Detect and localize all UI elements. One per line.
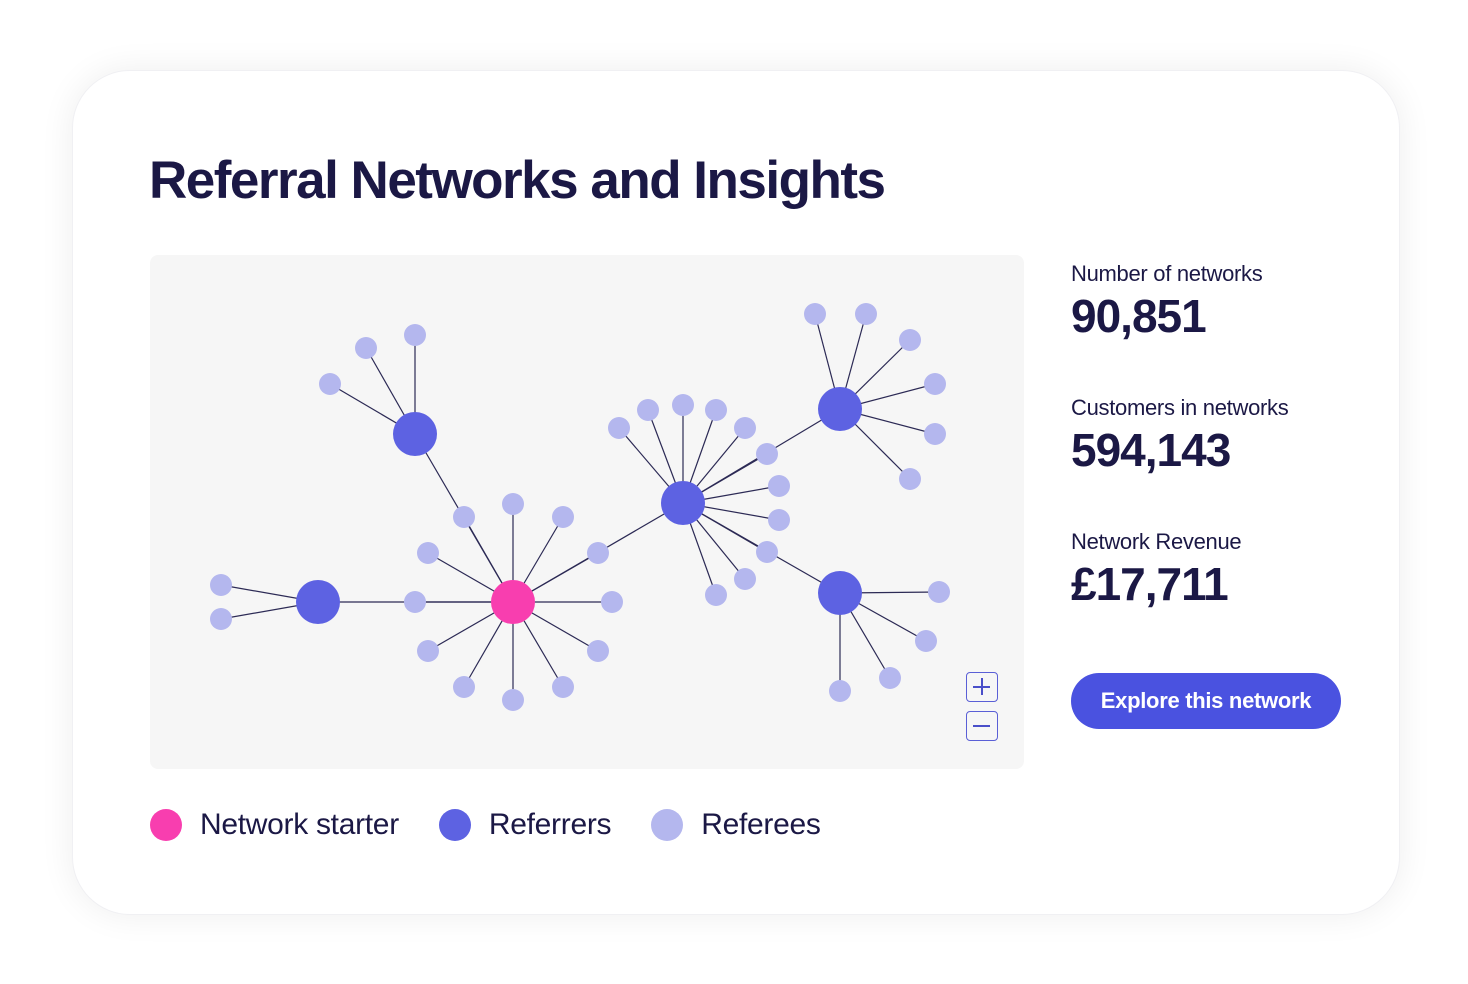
legend-label: Referrers bbox=[488, 808, 612, 841]
page-title: Referral Networks and Insights bbox=[149, 151, 886, 210]
zoom-in-button[interactable] bbox=[966, 672, 998, 702]
network-starter-node[interactable] bbox=[491, 580, 535, 624]
referee-node[interactable] bbox=[417, 640, 439, 662]
referee-node[interactable] bbox=[552, 676, 574, 698]
referrer-node[interactable] bbox=[818, 571, 862, 615]
network-graph bbox=[210, 303, 950, 711]
referee-node[interactable] bbox=[705, 399, 727, 421]
referrer-node[interactable] bbox=[393, 412, 437, 456]
stat-label: Customers in networks bbox=[1071, 395, 1289, 420]
referee-node[interactable] bbox=[210, 608, 232, 630]
referee-node[interactable] bbox=[587, 542, 609, 564]
stats-panel: Number of networks 90,851 Customers in n… bbox=[1071, 259, 1371, 661]
legend-item-referees: Referees bbox=[651, 808, 821, 842]
stat-customers-in-networks: Customers in networks 594,143 bbox=[1071, 393, 1371, 527]
referee-node[interactable] bbox=[210, 574, 232, 596]
referee-node[interactable] bbox=[899, 329, 921, 351]
legend: Network starter Referrers Referees bbox=[150, 805, 861, 845]
referee-node[interactable] bbox=[453, 676, 475, 698]
referee-node[interactable] bbox=[672, 394, 694, 416]
referrer-dot-icon bbox=[438, 809, 471, 841]
referee-node[interactable] bbox=[924, 423, 946, 445]
stat-value: 594,143 bbox=[1071, 424, 1231, 476]
stat-number-of-networks: Number of networks 90,851 bbox=[1071, 259, 1371, 393]
referee-node[interactable] bbox=[928, 581, 950, 603]
referee-node[interactable] bbox=[502, 493, 524, 515]
referee-node[interactable] bbox=[768, 475, 790, 497]
stat-label: Network Revenue bbox=[1071, 529, 1242, 554]
referee-node[interactable] bbox=[734, 417, 756, 439]
legend-label: Network starter bbox=[200, 808, 399, 841]
referee-dot-icon bbox=[651, 809, 684, 841]
referrer-node[interactable] bbox=[661, 481, 705, 525]
referee-node[interactable] bbox=[829, 680, 851, 702]
referee-node[interactable] bbox=[855, 303, 877, 325]
referee-node[interactable] bbox=[319, 373, 341, 395]
referee-node[interactable] bbox=[756, 541, 778, 563]
referee-node[interactable] bbox=[924, 373, 946, 395]
network-graph-panel[interactable] bbox=[150, 255, 1024, 769]
legend-label: Referees bbox=[701, 808, 821, 841]
legend-item-network-starter: Network starter bbox=[150, 808, 399, 842]
referee-node[interactable] bbox=[355, 337, 377, 359]
referee-node[interactable] bbox=[637, 399, 659, 421]
referee-node[interactable] bbox=[608, 417, 630, 439]
stat-network-revenue: Network Revenue £17,711 bbox=[1071, 527, 1371, 661]
referral-card: Referral Networks and Insights Network s… bbox=[72, 70, 1400, 915]
referee-node[interactable] bbox=[756, 443, 778, 465]
referee-node[interactable] bbox=[768, 509, 790, 531]
explore-network-button[interactable]: Explore this network bbox=[1071, 673, 1341, 729]
referee-node[interactable] bbox=[587, 640, 609, 662]
minus-icon bbox=[973, 725, 990, 727]
referee-node[interactable] bbox=[417, 542, 439, 564]
referee-node[interactable] bbox=[404, 591, 426, 613]
referee-node[interactable] bbox=[734, 568, 756, 590]
stat-value: £17,711 bbox=[1071, 558, 1229, 610]
network-starter-dot-icon bbox=[150, 809, 182, 841]
referee-node[interactable] bbox=[879, 667, 901, 689]
referee-node[interactable] bbox=[552, 506, 574, 528]
stat-label: Number of networks bbox=[1071, 261, 1263, 286]
referee-node[interactable] bbox=[601, 591, 623, 613]
referee-node[interactable] bbox=[705, 584, 727, 606]
referee-node[interactable] bbox=[804, 303, 826, 325]
referee-node[interactable] bbox=[915, 630, 937, 652]
referee-node[interactable] bbox=[453, 506, 475, 528]
stat-value: 90,851 bbox=[1071, 290, 1207, 342]
referrer-node[interactable] bbox=[818, 387, 862, 431]
referee-node[interactable] bbox=[502, 689, 524, 711]
zoom-out-button[interactable] bbox=[966, 711, 998, 741]
referee-node[interactable] bbox=[404, 324, 426, 346]
legend-item-referrers: Referrers bbox=[438, 808, 612, 842]
referee-node[interactable] bbox=[899, 468, 921, 490]
referrer-node[interactable] bbox=[296, 580, 340, 624]
